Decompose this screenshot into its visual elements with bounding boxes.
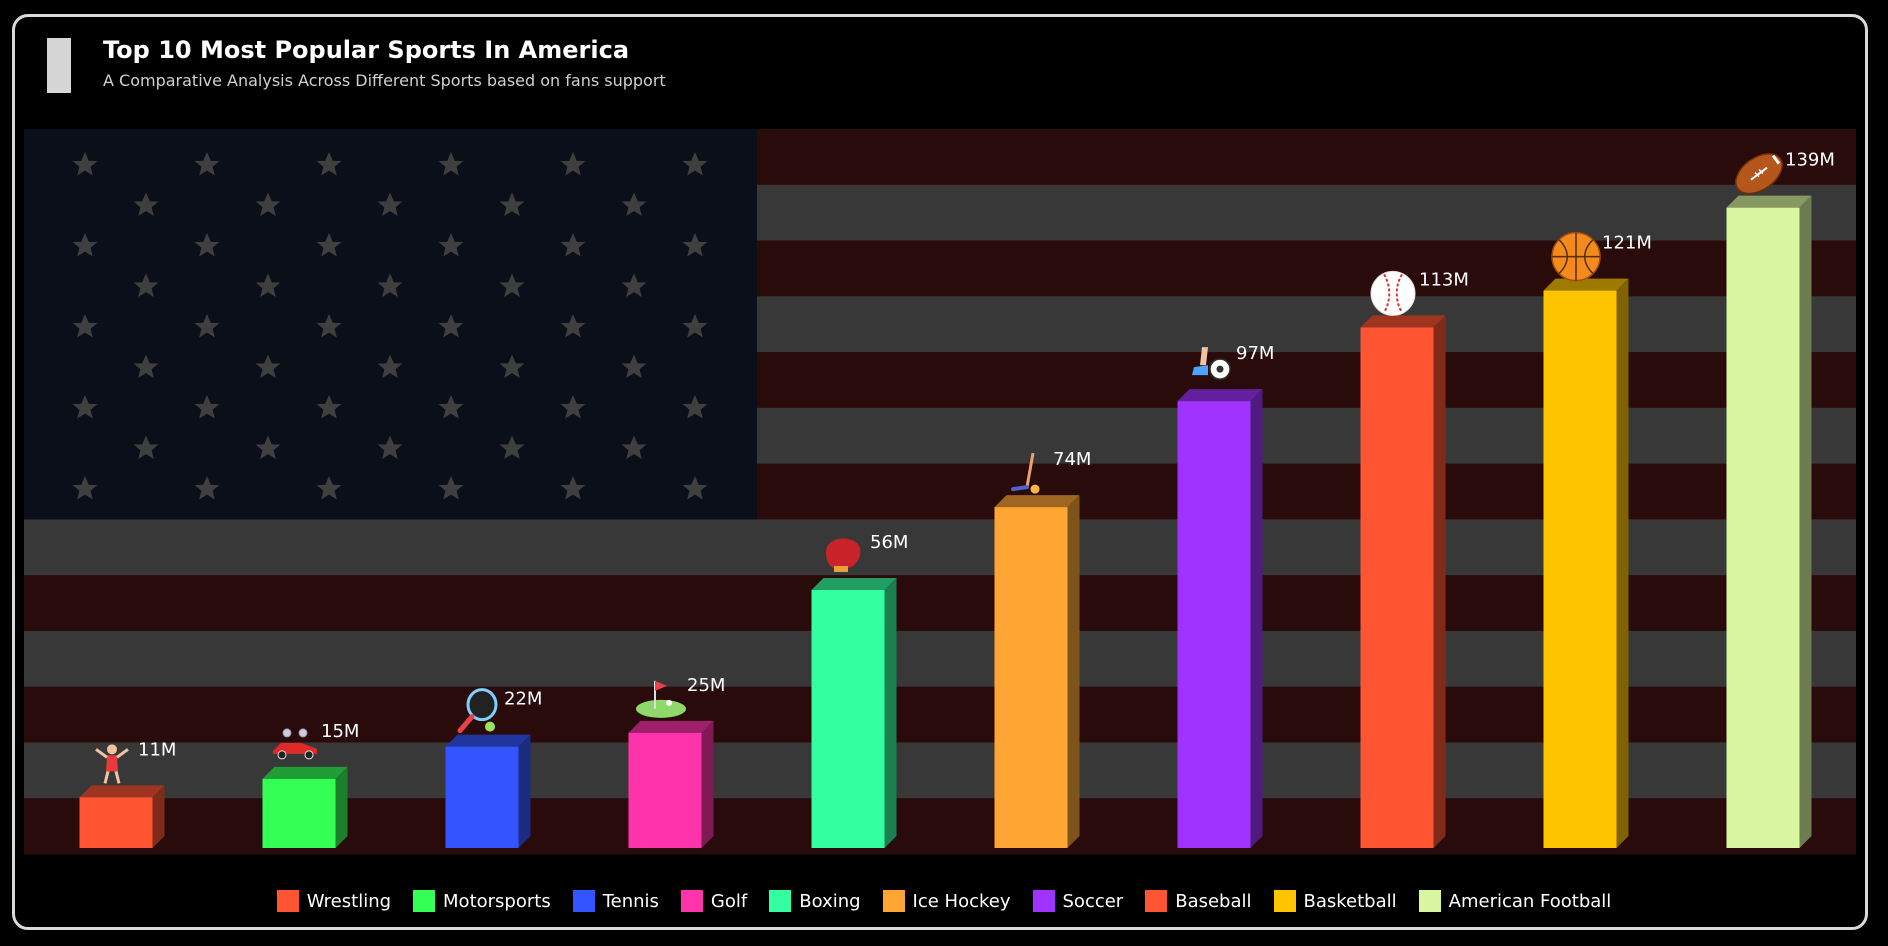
chart-subtitle: A Comparative Analysis Across Different … [103, 71, 666, 90]
baseball-icon [1370, 270, 1416, 316]
legend-item[interactable]: Tennis [572, 890, 659, 912]
bar-front [811, 590, 885, 848]
legend: Wrestling Motorsports Tennis Golf Boxing Ice … [0, 890, 1888, 912]
bar-side [884, 578, 897, 848]
bar-side [1799, 195, 1812, 849]
bar-tennis: 22M [445, 688, 542, 848]
legend-label: Motorsports [443, 890, 551, 912]
bar-front [628, 732, 702, 848]
bar-baseball: 113M [1360, 269, 1469, 849]
bar-top [1726, 195, 1812, 208]
legend-label: American Football [1448, 890, 1612, 912]
wrestler-icon [95, 744, 129, 784]
data-label: 11M [138, 739, 176, 760]
legend-item[interactable]: American Football [1418, 890, 1612, 912]
bar-front [1177, 401, 1251, 848]
bar-front [994, 507, 1068, 848]
flag-canton [24, 129, 757, 520]
bar-basketball: 121M [1543, 231, 1652, 848]
bar-side [701, 720, 714, 848]
data-label: 22M [504, 689, 542, 710]
basketball-icon [1551, 231, 1601, 282]
legend-swatch [769, 890, 792, 912]
tennis-racket-icon [457, 688, 498, 734]
bar-side [1067, 495, 1080, 848]
bar-soccer: 97M [1177, 343, 1274, 848]
bar-top [628, 720, 714, 733]
american-football-icon [1735, 153, 1783, 195]
data-label: 74M [1053, 449, 1091, 470]
bar-golf: 25M [628, 675, 725, 848]
data-label: 139M [1785, 150, 1835, 171]
bar-boxing: 56M [811, 532, 908, 848]
legend-swatch [882, 890, 905, 912]
bar-front [445, 746, 519, 848]
data-label: 97M [1236, 343, 1274, 364]
legend-swatch [413, 890, 436, 912]
data-label: 113M [1419, 269, 1469, 290]
legend-item[interactable]: Golf [680, 890, 748, 912]
legend-label: Soccer [1062, 890, 1124, 912]
bar-front [1543, 290, 1617, 848]
data-label: 121M [1602, 233, 1652, 254]
bar-top [1177, 389, 1263, 402]
bar-side [1616, 278, 1629, 848]
bars-group: 11M 15M 22M 25M 56M 74M 97M 113M 121M 139M [79, 150, 1835, 849]
legend-swatch [1418, 890, 1441, 912]
bar-top [262, 766, 348, 779]
bar-top [1543, 278, 1629, 291]
legend-label: Baseball [1175, 890, 1252, 912]
boxing-glove-icon [826, 538, 861, 573]
legend-swatch [572, 890, 595, 912]
bar-ice-hockey: 74M [994, 449, 1091, 848]
bar-american-football: 139M [1726, 150, 1835, 849]
bar-top [1360, 315, 1446, 328]
bar-side [152, 785, 165, 848]
legend-item[interactable]: Boxing [769, 890, 861, 912]
bar-top [445, 734, 531, 747]
legend-label: Basketball [1303, 890, 1397, 912]
bar-front [262, 778, 336, 848]
bar-side [1433, 315, 1446, 849]
legend-swatch [1273, 890, 1296, 912]
legend-item[interactable]: Baseball [1145, 890, 1252, 912]
data-label: 25M [687, 675, 725, 696]
data-label: 56M [870, 532, 908, 553]
bar-side [335, 766, 348, 848]
data-label: 15M [321, 721, 359, 742]
bar-top [994, 495, 1080, 508]
bar-top [79, 785, 165, 798]
hockey-stick-icon [1011, 452, 1040, 494]
legend-label: Boxing [799, 890, 861, 912]
legend-swatch [680, 890, 703, 912]
title-accent-bar [47, 38, 71, 93]
bar-side [518, 734, 531, 848]
legend-item[interactable]: Soccer [1032, 890, 1124, 912]
race-car-icon [273, 728, 317, 760]
legend-swatch [1145, 890, 1168, 912]
legend-item[interactable]: Wrestling [276, 890, 392, 912]
legend-item[interactable]: Motorsports [413, 890, 551, 912]
bar-front [79, 797, 153, 848]
legend-swatch [276, 890, 299, 912]
bar-motorsports: 15M [262, 721, 359, 848]
soccer-kick-icon [1192, 347, 1231, 380]
legend-label: Wrestling [306, 890, 392, 912]
bar-front [1726, 207, 1800, 849]
legend-swatch [1032, 890, 1055, 912]
bar-side [1250, 389, 1263, 848]
chart-title: Top 10 Most Popular Sports In America [103, 36, 630, 64]
legend-label: Tennis [602, 890, 659, 912]
bar-front [1360, 327, 1434, 849]
legend-item[interactable]: Ice Hockey [882, 890, 1011, 912]
golf-flag-icon [636, 680, 686, 718]
bar-wrestling: 11M [79, 739, 176, 848]
legend-label: Ice Hockey [912, 890, 1011, 912]
legend-item[interactable]: Basketball [1273, 890, 1397, 912]
legend-label: Golf [710, 890, 748, 912]
bar-top [811, 578, 897, 591]
